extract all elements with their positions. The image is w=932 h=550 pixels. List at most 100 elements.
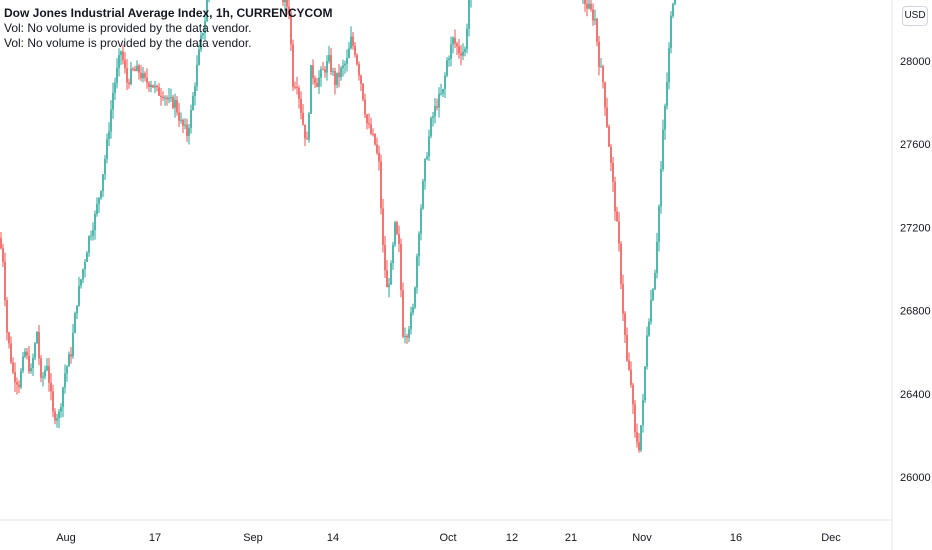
candle-body-6: [12, 362, 14, 373]
candle-body-152: [304, 124, 306, 139]
candle-body-73: [146, 77, 148, 83]
candle-body-12: [24, 351, 26, 357]
candle-body-8: [16, 382, 18, 385]
candle-body-147: [294, 86, 296, 88]
candle-body-82: [164, 97, 166, 99]
candle-body-171: [342, 65, 344, 69]
candle-body-304: [608, 126, 610, 147]
volume-note-2: Vol: No volume is provided by the data v…: [4, 36, 252, 50]
candle-body-98: [196, 64, 198, 87]
candle-body-203: [406, 335, 408, 338]
candle-body-314: [628, 360, 630, 370]
x-tick-sep: Sep: [243, 532, 263, 544]
candle-body-38: [76, 305, 78, 314]
candle-body-317: [634, 404, 636, 433]
candle-body-36: [72, 332, 74, 357]
plot-background: [0, 0, 892, 520]
x-tick-17: 17: [149, 532, 161, 544]
x-tick-oct: Oct: [439, 532, 456, 544]
candle-body-68: [136, 65, 138, 72]
candle-body-20: [40, 358, 42, 378]
candle-body-211: [422, 181, 424, 209]
candle-body-202: [404, 335, 406, 337]
candle-body-52: [104, 158, 106, 175]
candle-body-315: [630, 369, 632, 385]
y-tick-27200: 27200: [900, 222, 931, 234]
candle-body-80: [160, 95, 162, 97]
candle-body-192: [384, 245, 386, 271]
candle-body-213: [426, 156, 428, 160]
x-tick-16: 16: [730, 532, 742, 544]
candle-body-11: [22, 356, 24, 371]
candle-body-332: [664, 105, 666, 130]
candle-body-210: [420, 208, 422, 234]
candle-body-175: [350, 36, 352, 49]
price-axis[interactable]: 26000264002680027200276002800014:10: [894, 0, 932, 484]
candle-body-174: [348, 48, 350, 58]
candle-body-172: [344, 63, 346, 66]
candle-body-35: [70, 354, 72, 357]
candle-body-231: [462, 51, 464, 56]
candle-body-325: [650, 299, 652, 322]
candle-body-75: [150, 84, 152, 87]
candle-body-69: [138, 65, 140, 73]
candle-body-23: [46, 365, 48, 371]
candle-body-103: [206, 0, 208, 22]
candle-body-34: [68, 354, 70, 367]
candle-body-46: [92, 230, 94, 236]
candle-body-4: [8, 332, 10, 344]
candle-body-161: [322, 69, 324, 71]
candle-body-50: [100, 191, 102, 198]
symbol-title[interactable]: Dow Jones Industrial Average Index, 1h, …: [4, 6, 333, 20]
candle-body-312: [624, 313, 626, 335]
candle-body-59: [118, 54, 120, 68]
candle-body-18: [36, 332, 38, 344]
candle-body-17: [34, 343, 36, 358]
candle-body-65: [130, 68, 132, 84]
volume-note-1: Vol: No volume is provided by the data v…: [4, 21, 252, 35]
candle-body-327: [654, 272, 656, 290]
candle-body-181: [362, 83, 364, 100]
candle-body-156: [312, 65, 314, 79]
candle-body-54: [108, 131, 110, 140]
candle-body-163: [326, 61, 328, 73]
time-axis[interactable]: Aug 17 Sep 14 Oct 12 21 Nov 16 Dec: [56, 532, 841, 544]
y-tick-28000: 28000: [900, 56, 931, 68]
candle-body-58: [116, 67, 118, 83]
candle-body-301: [602, 66, 604, 83]
candle-body-153: [306, 138, 308, 140]
candle-body-76: [152, 84, 154, 88]
y-tick-26400: 26400: [900, 389, 931, 401]
candle-body-90: [180, 119, 182, 121]
candle-body-78: [156, 85, 158, 88]
candle-body-169: [338, 72, 340, 78]
currency-button[interactable]: USD: [902, 6, 928, 26]
candle-body-198: [396, 222, 398, 235]
candle-body-28: [56, 418, 58, 421]
candle-body-179: [358, 64, 360, 76]
candle-body-86: [172, 97, 174, 108]
candle-body-67: [134, 69, 136, 72]
candle-body-159: [318, 77, 320, 87]
candle-body-184: [368, 123, 370, 125]
candle-body-230: [460, 53, 462, 56]
candle-body-166: [332, 71, 334, 73]
candle-body-24: [48, 365, 50, 383]
candle-body-146: [292, 44, 294, 87]
y-tick-26000: 26000: [900, 472, 931, 484]
chart-legend: Dow Jones Industrial Average Index, 1h, …: [4, 6, 333, 51]
candle-body-330: [660, 169, 662, 207]
candle-body-164: [328, 55, 330, 62]
candle-body-316: [632, 384, 634, 405]
candle-body-30: [60, 406, 62, 412]
candle-body-294: [588, 3, 590, 9]
candle-body-31: [62, 387, 64, 407]
candle-body-141: [282, 0, 284, 2]
candle-body-102: [204, 21, 206, 33]
candle-body-43: [86, 252, 88, 262]
candle-body-165: [330, 55, 332, 72]
candle-body-300: [600, 66, 602, 68]
candle-body-334: [668, 48, 670, 83]
candle-body-319: [638, 442, 640, 451]
